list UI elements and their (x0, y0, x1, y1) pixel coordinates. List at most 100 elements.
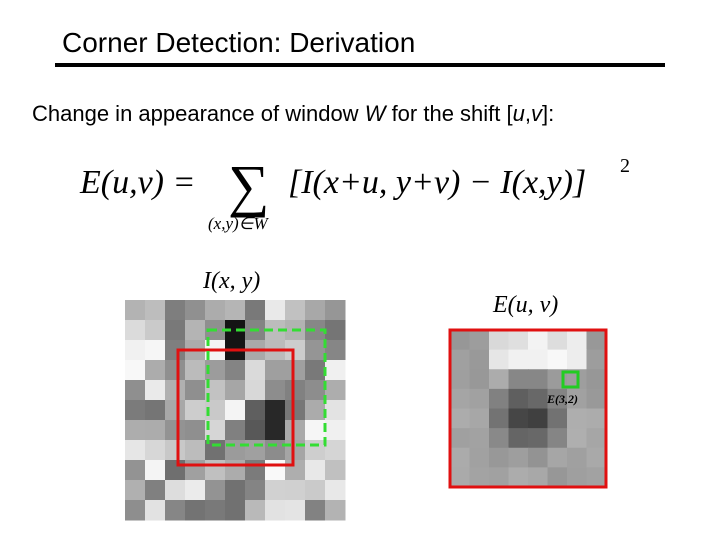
pixel (450, 369, 470, 390)
pixel (145, 480, 166, 501)
pixel (305, 420, 326, 441)
pixel (225, 440, 246, 461)
pixel (547, 467, 568, 488)
pixel (508, 408, 529, 429)
pixel (567, 330, 587, 351)
pixel (547, 447, 568, 468)
pixel (508, 369, 529, 390)
pixel (450, 408, 470, 429)
pixel (245, 300, 266, 321)
pixel (125, 380, 146, 401)
point-marker (561, 370, 580, 389)
pixel (125, 480, 146, 501)
pixel (165, 420, 186, 441)
pixel (225, 420, 246, 441)
pixel (165, 480, 186, 501)
pixel (586, 467, 607, 488)
pixel (325, 400, 346, 421)
pixel (586, 388, 607, 409)
pixel (325, 300, 346, 321)
pixel (469, 369, 490, 390)
pixel (305, 440, 326, 461)
pixel (285, 300, 306, 321)
pixel (125, 360, 146, 381)
point-label: E(3,2) (546, 392, 578, 406)
pixel (165, 320, 186, 341)
pixel (205, 500, 226, 521)
pixel (489, 447, 509, 468)
pixel (489, 349, 509, 370)
pixel (165, 300, 186, 321)
pixel (225, 400, 246, 421)
pixel (450, 349, 470, 370)
pixel (469, 467, 490, 488)
pixel (508, 349, 529, 370)
pixel (145, 400, 166, 421)
pixel (469, 428, 490, 449)
pixel (325, 320, 346, 341)
pixel (528, 369, 548, 390)
pixel (489, 428, 509, 449)
pixel (547, 408, 568, 429)
pixel (567, 447, 587, 468)
pixel (285, 460, 306, 481)
pixel (225, 380, 246, 401)
pixel (245, 480, 266, 501)
pixel (265, 360, 286, 381)
pixel (165, 500, 186, 521)
pixel (528, 349, 548, 370)
pixel (586, 447, 607, 468)
pixel (305, 300, 326, 321)
pixel (205, 460, 226, 481)
pixel (125, 400, 146, 421)
pixel (547, 330, 568, 351)
pixel (325, 420, 346, 441)
pixel (285, 440, 306, 461)
pixel (265, 420, 286, 441)
pixel (305, 340, 326, 361)
pixel (165, 340, 186, 361)
pixel (528, 447, 548, 468)
pixel (508, 467, 529, 488)
pixel (165, 380, 186, 401)
pixel (225, 460, 246, 481)
pixel (325, 440, 346, 461)
formula-subscript: (x,y)∈W (208, 214, 269, 233)
pixel (265, 500, 286, 521)
pixel (567, 428, 587, 449)
pixel (185, 500, 206, 521)
pixel (567, 467, 587, 488)
pixel (567, 408, 587, 429)
pixel (285, 420, 306, 441)
pixel (245, 360, 266, 381)
pixel (185, 400, 206, 421)
pixel (489, 408, 509, 429)
pixel (450, 330, 470, 351)
pixel (165, 400, 186, 421)
pixel (185, 420, 206, 441)
pixel (145, 500, 166, 521)
pixel (265, 440, 286, 461)
pixel (145, 340, 166, 361)
image-grid (125, 300, 346, 521)
pixel (245, 380, 266, 401)
pixel (265, 380, 286, 401)
pixel (285, 360, 306, 381)
subtitle-text: , (525, 101, 531, 126)
pixel (528, 330, 548, 351)
pixel (469, 447, 490, 468)
pixel (205, 420, 226, 441)
pixel (305, 380, 326, 401)
pixel (489, 467, 509, 488)
pixel (145, 360, 166, 381)
pixel (508, 428, 529, 449)
pixel (528, 408, 548, 429)
pixel (508, 388, 529, 409)
pixel (225, 500, 246, 521)
pixel (125, 500, 146, 521)
pixel (205, 300, 226, 321)
subtitle-text: u (513, 101, 525, 126)
pixel (469, 330, 490, 351)
pixel (450, 428, 470, 449)
pixel (205, 360, 226, 381)
